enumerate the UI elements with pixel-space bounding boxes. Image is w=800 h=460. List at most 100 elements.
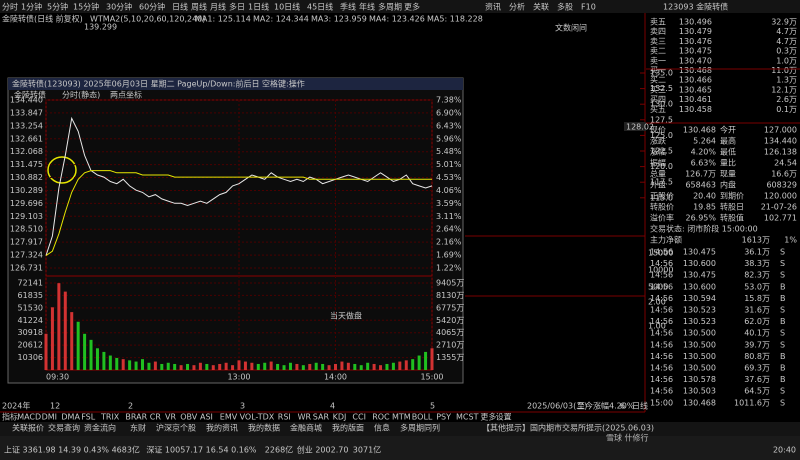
period-tab[interactable]: 月线 (210, 2, 226, 12)
period-tab[interactable]: 年线 (359, 2, 375, 12)
period-tab[interactable]: 多周期 (378, 2, 402, 12)
indicator-tab[interactable]: VOL-TDX (240, 413, 275, 422)
indicator-tab[interactable]: PSY (436, 413, 451, 422)
period-tab[interactable]: 1分钟 (21, 2, 42, 12)
indicator-tab[interactable]: ASI (200, 413, 213, 422)
indicator-tab[interactable]: 更多 (480, 412, 496, 422)
stat-value: 6.63% (691, 159, 717, 168)
period-tab[interactable]: 季线 (340, 2, 356, 12)
stat-value: 608329 (766, 181, 797, 190)
indicator-tab[interactable]: MACD (17, 413, 41, 422)
pct-label: 5.96% (436, 134, 462, 143)
bottom-tab[interactable]: 关联报价 (12, 423, 44, 433)
indicator-tab[interactable]: VR (165, 413, 176, 422)
period-tab[interactable]: 分时 (2, 2, 18, 12)
period-tab[interactable]: 1日线 (248, 2, 269, 12)
pct-label: 6.90% (436, 108, 462, 117)
flow-label: 主力净额 (650, 235, 682, 245)
indicator-tab[interactable]: TRIX (100, 413, 120, 422)
volume-bar (404, 360, 408, 370)
volume-right-label: 6775万 (436, 303, 464, 312)
period-tab[interactable]: 更多 (404, 2, 420, 12)
volume-tick-label: 61835 (18, 291, 43, 300)
bottom-tab[interactable]: 资金流向 (84, 423, 116, 433)
indicator-tab[interactable]: BRAR (125, 413, 147, 422)
book-price: 130.479 (679, 27, 712, 36)
indicator-tab[interactable]: CR (150, 413, 162, 422)
volume-bar (276, 363, 280, 370)
indicator-tab[interactable]: ROC (372, 413, 390, 422)
indicator-tab[interactable]: CCI (352, 413, 366, 422)
indicator-tab[interactable]: DMI (42, 413, 57, 422)
stat-value: 26.95% (685, 214, 716, 223)
volume-right-label: 8130万 (436, 291, 464, 300)
app-bar-item[interactable]: 金融商城 (290, 423, 322, 433)
tick-side: S (780, 387, 785, 396)
indicator-tab[interactable]: KDJ (333, 413, 347, 422)
tick-side: B (780, 282, 786, 291)
indicator-tab[interactable]: WR (298, 413, 312, 422)
period-tab[interactable]: 周线 (191, 2, 207, 12)
stat-value: 126.7万 (685, 170, 716, 179)
indicator-tab[interactable]: SAR (313, 413, 330, 422)
app-bar-item[interactable]: 信息 (374, 423, 390, 433)
toolbar-button[interactable]: 关联 (533, 2, 549, 12)
stat-label: 涨跌 (650, 136, 666, 146)
volume-bar (211, 365, 215, 370)
book-label: 买四 (650, 95, 666, 104)
volume-bar (147, 362, 151, 370)
book-price: 130.470 (679, 56, 712, 65)
indicator-tab[interactable]: OBV (180, 413, 198, 422)
toolbar-button[interactable]: F10 (581, 3, 596, 12)
indicator-tab[interactable]: FSL (81, 413, 96, 422)
period-tab[interactable]: 60分钟 (139, 2, 165, 12)
toolbar-button[interactable]: 多股 (557, 2, 573, 12)
price-axis-label: 130.0 (650, 100, 673, 109)
app-bar-item[interactable]: 我的资讯 (206, 423, 238, 433)
popup-subtitle: 两点坐标 (110, 90, 142, 100)
peak-label: 139.299 (84, 23, 117, 32)
stat-label: 总量 (650, 169, 666, 179)
indicator-tab[interactable]: MCST (456, 413, 479, 422)
volume-bar (50, 307, 54, 370)
period-tab[interactable]: 日线 (172, 2, 188, 12)
macd-axis-label: 1.00 (648, 322, 666, 331)
indicator-tab[interactable]: 指标 (2, 412, 18, 422)
current-tag-bg (624, 122, 646, 131)
period-tab[interactable]: 15分钟 (73, 2, 99, 12)
volume-bar (102, 351, 106, 370)
toolbar-button[interactable]: 分析 (509, 2, 525, 12)
period-tab[interactable]: 5分钟 (47, 2, 68, 12)
stat-label: 现价 (650, 126, 666, 135)
period-tab[interactable]: 10日线 (274, 2, 300, 12)
toolbar-button[interactable]: 资讯 (485, 2, 501, 12)
app-bar-item[interactable]: 我的版面 (332, 423, 364, 433)
app-bar-item[interactable]: 我的数据 (248, 423, 280, 433)
tick-time: 14:56 (650, 317, 673, 326)
indicator-tab[interactable]: RSI (278, 413, 291, 422)
app-bar-item[interactable]: 沪深京个股 (156, 423, 196, 433)
indicator-tab[interactable]: BOLL (412, 413, 433, 422)
app-bar-item[interactable]: 多周期同列 (400, 423, 440, 433)
volume-bar (391, 362, 395, 370)
popup-titlebar (8, 78, 463, 90)
period-tab[interactable]: 多日 (229, 2, 245, 12)
period-tab[interactable]: 45日线 (307, 2, 333, 12)
date-axis-label: 2 (128, 402, 133, 411)
tick-time: 14:56 (650, 248, 673, 257)
tick-time: 14:56 (650, 294, 673, 303)
book-price: 130.465 (679, 85, 712, 94)
book-label: 买一 (650, 66, 666, 75)
y-tick-label: 129.696 (10, 199, 43, 208)
indicator-tab[interactable]: EMV (220, 413, 238, 422)
app-bar-item[interactable]: 东财 (130, 423, 146, 433)
y-tick-label: 132.068 (10, 147, 43, 156)
period-tab[interactable]: 30分钟 (106, 2, 132, 12)
indicator-tab[interactable]: 设置 (496, 412, 512, 422)
book-volume: 0.3万 (776, 47, 797, 56)
tick-time: 14:56 (650, 364, 673, 373)
tick-price: 130.500 (683, 329, 716, 338)
bottom-tab[interactable]: 交易查询 (48, 423, 80, 433)
indicator-tab[interactable]: MTM (392, 413, 411, 422)
indicator-tab[interactable]: DMA (61, 413, 80, 422)
